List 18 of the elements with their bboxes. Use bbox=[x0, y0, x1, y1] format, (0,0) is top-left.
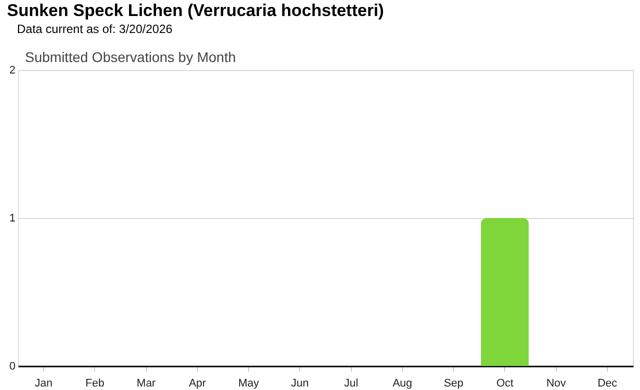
x-tick-label: Mar bbox=[136, 378, 156, 390]
x-tick-label: Dec bbox=[598, 378, 618, 390]
chart-title: Sunken Speck Lichen (Verrucaria hochstetteri) bbox=[7, 1, 384, 20]
y-tick-label: 1 bbox=[9, 212, 16, 224]
x-tick-label: Jul bbox=[344, 378, 358, 390]
y-tick-label: 0 bbox=[9, 360, 16, 372]
x-tick-label: Oct bbox=[496, 378, 514, 390]
chart-subtitle: Data current as of: 3/20/2026 bbox=[17, 22, 173, 36]
x-tick-label: Sep bbox=[444, 378, 464, 390]
text: Submitted Observations by Month bbox=[25, 49, 236, 65]
x-tick-label: Nov bbox=[546, 378, 566, 390]
x-tick-label: Jan bbox=[34, 378, 52, 390]
x-tick-label: Aug bbox=[392, 378, 412, 390]
y-tick-label: 2 bbox=[9, 64, 16, 76]
x-tick-label: May bbox=[238, 378, 260, 390]
x-tick-label: Apr bbox=[188, 378, 206, 390]
x-tick-label: Jun bbox=[291, 378, 309, 390]
x-tick-label: Feb bbox=[85, 378, 104, 390]
